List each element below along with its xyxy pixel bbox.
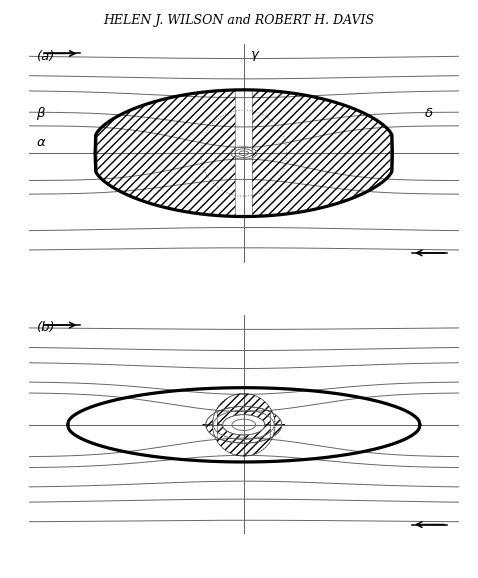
Text: (a): (a)	[36, 50, 55, 62]
Text: HELEN J. WILSON and ROBERT H. DAVIS: HELEN J. WILSON and ROBERT H. DAVIS	[103, 14, 375, 27]
Text: β: β	[36, 107, 45, 120]
Text: γ: γ	[250, 49, 258, 61]
Text: α: α	[36, 136, 45, 149]
Text: δ: δ	[425, 107, 434, 120]
Text: (b): (b)	[36, 321, 55, 334]
